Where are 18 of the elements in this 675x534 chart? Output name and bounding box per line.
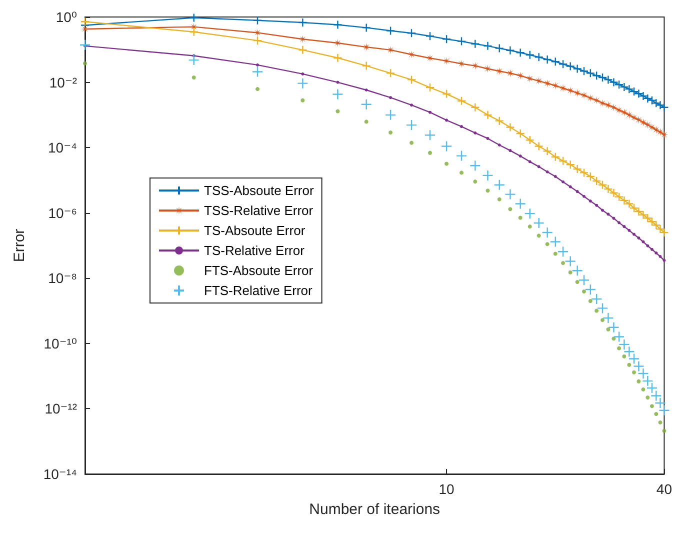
legend-label: FTS-Relative Error [204, 283, 314, 298]
y-tick-label: 10⁰ [56, 9, 78, 25]
legend-label: TSS-Absoute Error [204, 183, 314, 198]
x-tick-label: 10 [438, 481, 455, 497]
y-tick-label: 10⁻² [49, 74, 78, 90]
legend-label: TS-Absoute Error [204, 223, 306, 238]
x-tick-label: 40 [656, 481, 672, 497]
legend-label: FTS-Absoute Error [204, 263, 314, 278]
y-tick-label: 10⁻¹⁰ [44, 335, 78, 352]
y-axis-title: Error [11, 228, 28, 262]
y-tick-label: 10⁻¹⁴ [43, 466, 77, 482]
y-tick-label: 10⁻⁶ [48, 204, 77, 221]
y-tick-label: 10⁻⁸ [48, 270, 78, 286]
legend-label: TSS-Relative Error [204, 203, 314, 218]
y-tick-label: 10⁻¹² [44, 400, 78, 417]
x-axis-title: Number of itearions [309, 501, 440, 518]
legend-label: TS-Relative Error [204, 243, 306, 258]
y-tick-label: 10⁻⁴ [48, 140, 77, 156]
